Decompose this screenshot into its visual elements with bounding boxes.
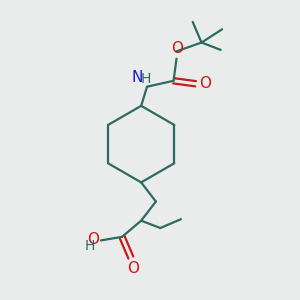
Text: O: O <box>200 76 211 91</box>
Text: H: H <box>85 239 95 253</box>
Text: N: N <box>131 70 142 85</box>
Text: O: O <box>171 41 183 56</box>
Text: O: O <box>87 232 99 247</box>
Text: H: H <box>141 72 152 86</box>
Text: O: O <box>127 261 139 276</box>
